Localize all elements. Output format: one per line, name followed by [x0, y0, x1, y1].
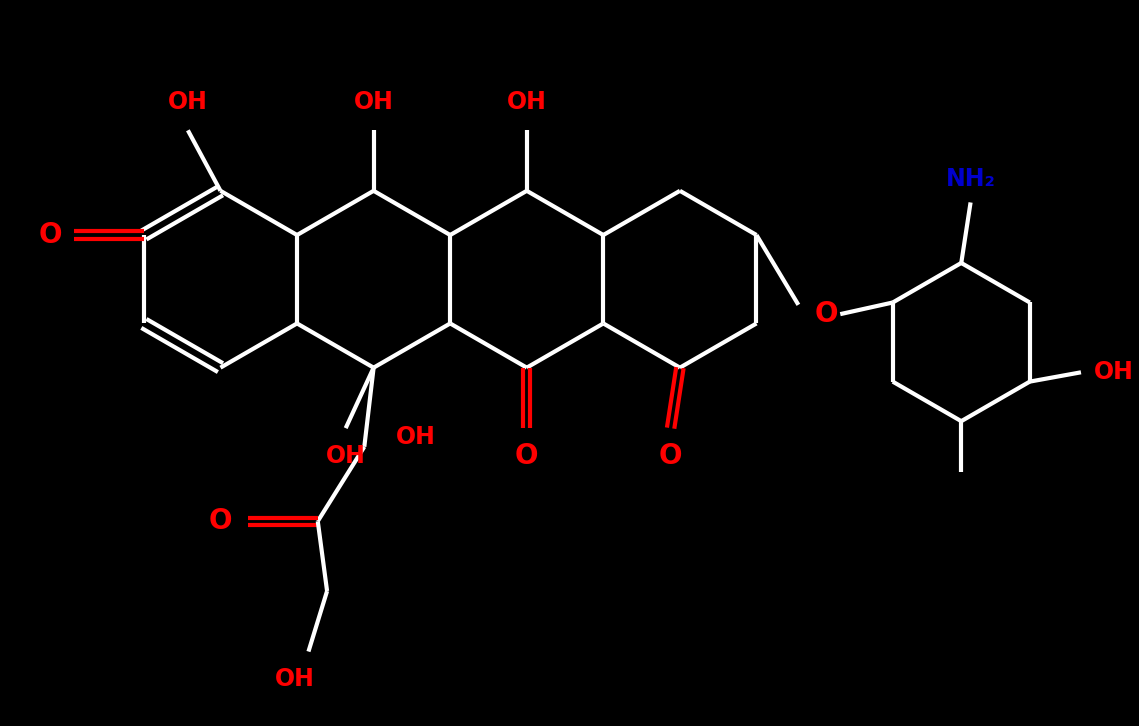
Text: O: O: [39, 221, 63, 249]
Text: OH: OH: [1093, 360, 1133, 384]
Text: OH: OH: [354, 90, 394, 115]
Text: O: O: [208, 507, 232, 535]
Text: O: O: [814, 300, 838, 328]
Text: NH₂: NH₂: [945, 167, 995, 191]
Text: O: O: [658, 442, 682, 470]
Text: OH: OH: [507, 90, 547, 115]
Text: O: O: [515, 442, 539, 470]
Text: OH: OH: [326, 444, 366, 468]
Text: OH: OH: [167, 90, 207, 115]
Text: OH: OH: [395, 425, 435, 449]
Text: OH: OH: [274, 667, 314, 691]
